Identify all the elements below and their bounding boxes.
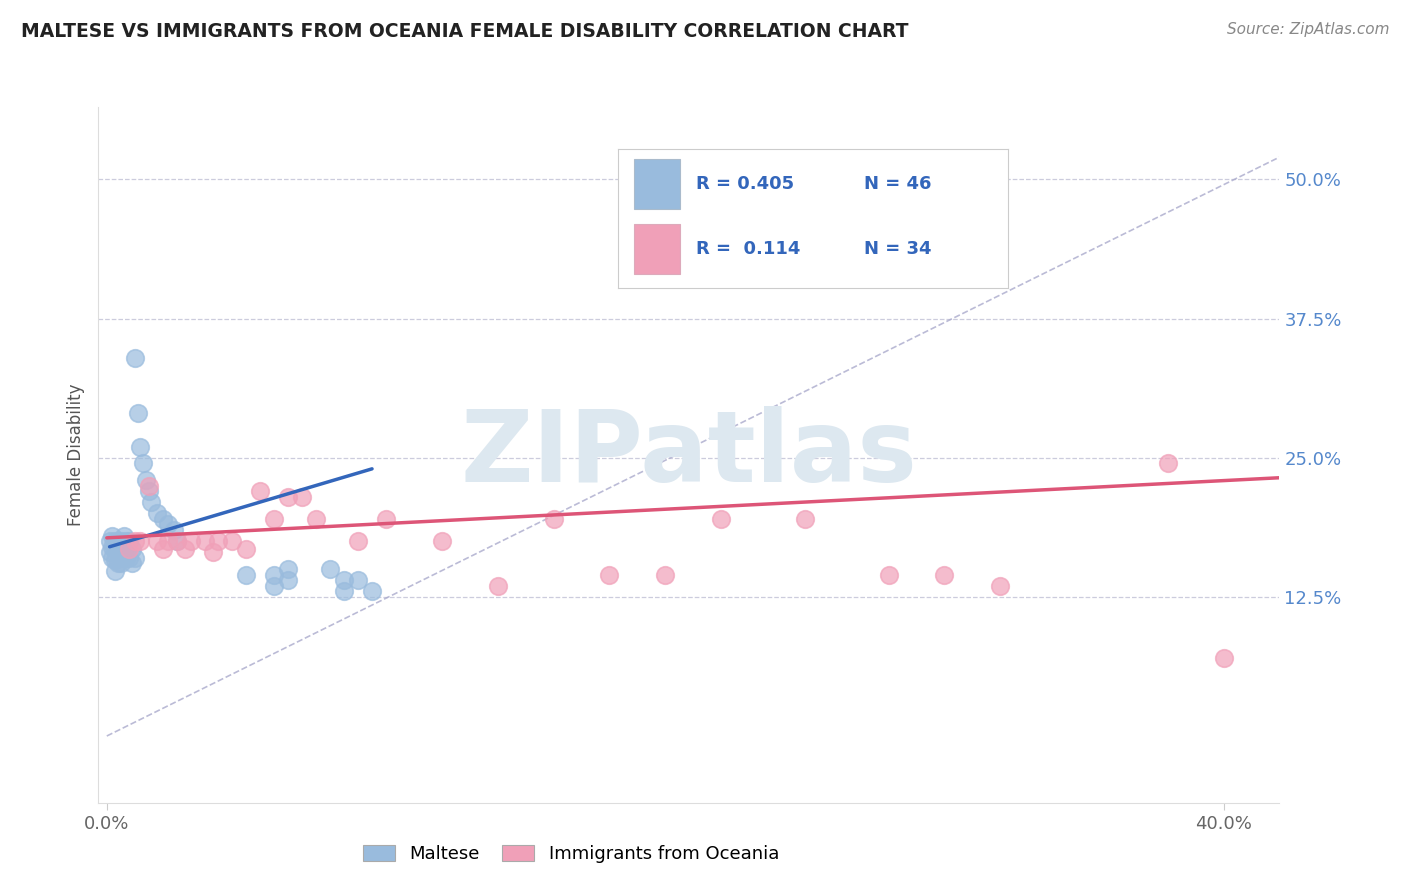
Point <box>654 567 676 582</box>
Legend: Maltese, Immigrants from Oceania: Maltese, Immigrants from Oceania <box>356 838 786 871</box>
Point <box>118 534 141 549</box>
Point <box>104 541 127 556</box>
Point <box>793 512 815 526</box>
Point <box>118 541 141 556</box>
Point <box>277 490 299 504</box>
Point <box>104 553 127 567</box>
Point <box>347 534 370 549</box>
Text: MALTESE VS IMMIGRANTS FROM OCEANIA FEMALE DISABILITY CORRELATION CHART: MALTESE VS IMMIGRANTS FROM OCEANIA FEMAL… <box>21 22 908 41</box>
Point <box>221 534 243 549</box>
Point <box>263 512 285 526</box>
Point <box>710 512 733 526</box>
Point <box>152 512 174 526</box>
Point <box>121 557 143 571</box>
Point <box>115 534 138 549</box>
Point <box>235 541 257 556</box>
Point <box>121 541 143 556</box>
Point <box>1212 651 1234 665</box>
Point <box>115 550 138 565</box>
Point <box>138 478 160 492</box>
Point <box>166 534 188 549</box>
Y-axis label: Female Disability: Female Disability <box>66 384 84 526</box>
Point <box>124 550 146 565</box>
Point <box>104 534 127 549</box>
Point <box>118 550 141 565</box>
Point <box>333 573 356 587</box>
Point <box>98 545 121 559</box>
Point <box>101 540 124 554</box>
Point <box>146 534 169 549</box>
Point <box>107 557 129 571</box>
Point <box>127 406 149 420</box>
Point <box>598 567 620 582</box>
Point <box>174 541 197 556</box>
Point <box>152 541 174 556</box>
Point <box>166 534 188 549</box>
Point <box>375 512 398 526</box>
Point <box>163 523 186 537</box>
Point <box>877 567 900 582</box>
Point <box>291 490 314 504</box>
Point <box>129 440 152 454</box>
Point <box>107 545 129 559</box>
Point <box>988 579 1011 593</box>
Point <box>101 528 124 542</box>
Point <box>361 584 384 599</box>
Point <box>146 507 169 521</box>
Point <box>112 545 135 559</box>
Point <box>110 534 132 549</box>
Point <box>430 534 453 549</box>
Point <box>98 534 121 549</box>
Point <box>129 534 152 549</box>
Point <box>934 567 956 582</box>
Point <box>277 573 299 587</box>
Point <box>180 534 202 549</box>
Point <box>104 564 127 578</box>
Point <box>135 473 157 487</box>
Point <box>486 579 509 593</box>
Point <box>193 534 215 549</box>
Point <box>101 550 124 565</box>
Point <box>235 567 257 582</box>
Point <box>138 484 160 499</box>
Point <box>263 579 285 593</box>
Point <box>249 484 271 499</box>
Point <box>107 534 129 549</box>
Point <box>305 512 328 526</box>
Point <box>124 351 146 365</box>
Text: ZIPatlas: ZIPatlas <box>461 407 917 503</box>
Point <box>110 545 132 559</box>
Point <box>112 528 135 542</box>
Point <box>157 534 180 549</box>
Point <box>201 545 224 559</box>
Point <box>319 562 342 576</box>
Point <box>141 495 163 509</box>
Point <box>543 512 565 526</box>
Point <box>132 456 155 470</box>
Point <box>263 567 285 582</box>
Point <box>157 517 180 532</box>
Point <box>124 534 146 549</box>
Point <box>347 573 370 587</box>
Point <box>207 534 229 549</box>
Point <box>333 584 356 599</box>
Point <box>110 557 132 571</box>
Point <box>277 562 299 576</box>
Point <box>1157 456 1180 470</box>
Text: Source: ZipAtlas.com: Source: ZipAtlas.com <box>1226 22 1389 37</box>
